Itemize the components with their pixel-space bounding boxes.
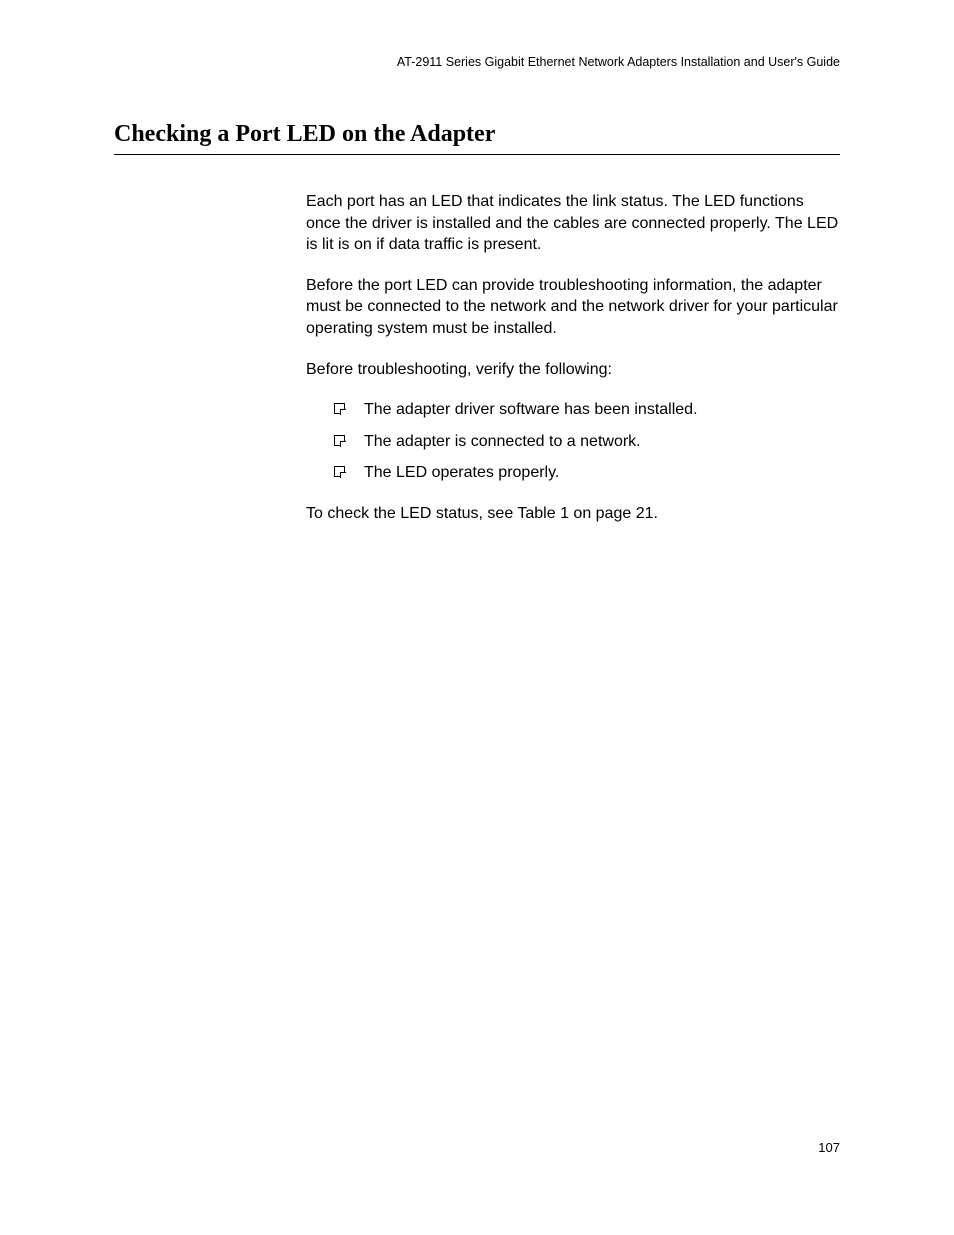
document-header: AT-2911 Series Gigabit Ethernet Network … bbox=[114, 55, 840, 69]
checklist-item: The adapter driver software has been ins… bbox=[334, 399, 840, 421]
body-content: Each port has an LED that indicates the … bbox=[306, 191, 840, 525]
paragraph-reference: To check the LED status, see Table 1 on … bbox=[306, 503, 840, 525]
checkbox-icon bbox=[334, 435, 345, 446]
checklist-item-text: The adapter is connected to a network. bbox=[364, 433, 641, 450]
paragraph-verify: Before troubleshooting, verify the follo… bbox=[306, 359, 840, 381]
paragraph-prereq: Before the port LED can provide troubles… bbox=[306, 275, 840, 340]
checklist-item-text: The LED operates properly. bbox=[364, 464, 559, 481]
paragraph-intro: Each port has an LED that indicates the … bbox=[306, 191, 840, 256]
checklist-item-text: The adapter driver software has been ins… bbox=[364, 401, 698, 418]
page-number: 107 bbox=[818, 1140, 840, 1155]
checkbox-icon bbox=[334, 403, 345, 414]
checklist: The adapter driver software has been ins… bbox=[334, 399, 840, 484]
section-title: Checking a Port LED on the Adapter bbox=[114, 121, 840, 155]
checklist-item: The LED operates properly. bbox=[334, 462, 840, 484]
checkbox-icon bbox=[334, 466, 345, 477]
checklist-item: The adapter is connected to a network. bbox=[334, 431, 840, 453]
